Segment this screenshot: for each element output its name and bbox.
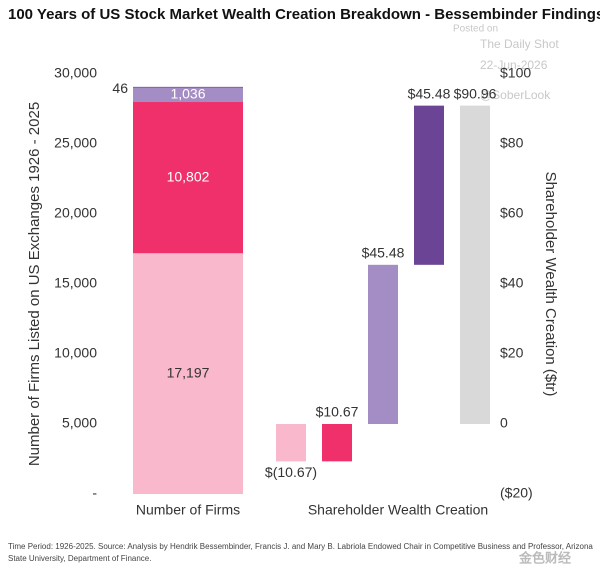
waterfall-bar <box>276 424 306 462</box>
y2-tick-label: ($20) <box>500 485 533 501</box>
data-label: $90.96 <box>454 85 497 101</box>
watermark: @SoberLook <box>480 88 551 102</box>
bar-segment <box>133 87 243 103</box>
y-tick-label: 10,000 <box>54 345 97 361</box>
y-tick-label: 25,000 <box>54 135 97 151</box>
y-tick-label: 30,000 <box>54 65 97 81</box>
logo: 金色财经 <box>518 550 571 565</box>
x-tick-label: Number of Firms <box>136 502 240 518</box>
bar-segment <box>133 253 243 494</box>
chart-title: 100 Years of US Stock Market Wealth Crea… <box>8 6 600 23</box>
y2-tick-label: 0 <box>500 415 508 431</box>
y2-axis-label: Shareholder Wealth Creation ($tr) <box>542 172 559 397</box>
data-label: $(10.67) <box>265 464 317 480</box>
y2-tick-label: $60 <box>500 205 524 221</box>
data-label: $45.48 <box>408 85 451 101</box>
waterfall-bar <box>368 264 398 424</box>
data-label: 1,036 <box>170 85 205 101</box>
data-label: 17,197 <box>167 364 210 380</box>
data-label: $45.48 <box>362 245 405 261</box>
watermark: Posted on <box>453 24 498 35</box>
data-label: $10.67 <box>316 404 359 420</box>
data-label: 46 <box>112 80 128 96</box>
y2-tick-label: $20 <box>500 345 524 361</box>
watermark: 22-Jun-2026 <box>480 58 548 72</box>
y2-tick-label: $40 <box>500 275 524 291</box>
source: Time Period: 1926-2025. Source: Analysis… <box>8 542 593 551</box>
y-axis-label: Number of Firms Listed on US Exchanges 1… <box>26 102 43 466</box>
waterfall-bar <box>460 105 490 424</box>
bar-segment <box>133 102 243 254</box>
watermark: The Daily Shot <box>480 37 559 51</box>
y-tick-label: 20,000 <box>54 205 97 221</box>
y-tick-label: 5,000 <box>62 415 97 431</box>
x-axis-label: Shareholder Wealth Creation <box>308 502 488 518</box>
data-label: 10,802 <box>167 168 210 184</box>
waterfall-bar <box>322 424 352 462</box>
bar-segment <box>133 86 243 88</box>
y-tick-label: 15,000 <box>54 275 97 291</box>
y2-tick-label: $100 <box>500 65 531 81</box>
source: State University, Department of Finance. <box>8 554 151 563</box>
y2-tick-label: $80 <box>500 135 524 151</box>
y-tick-label: - <box>92 485 97 501</box>
waterfall-bar <box>414 105 444 265</box>
